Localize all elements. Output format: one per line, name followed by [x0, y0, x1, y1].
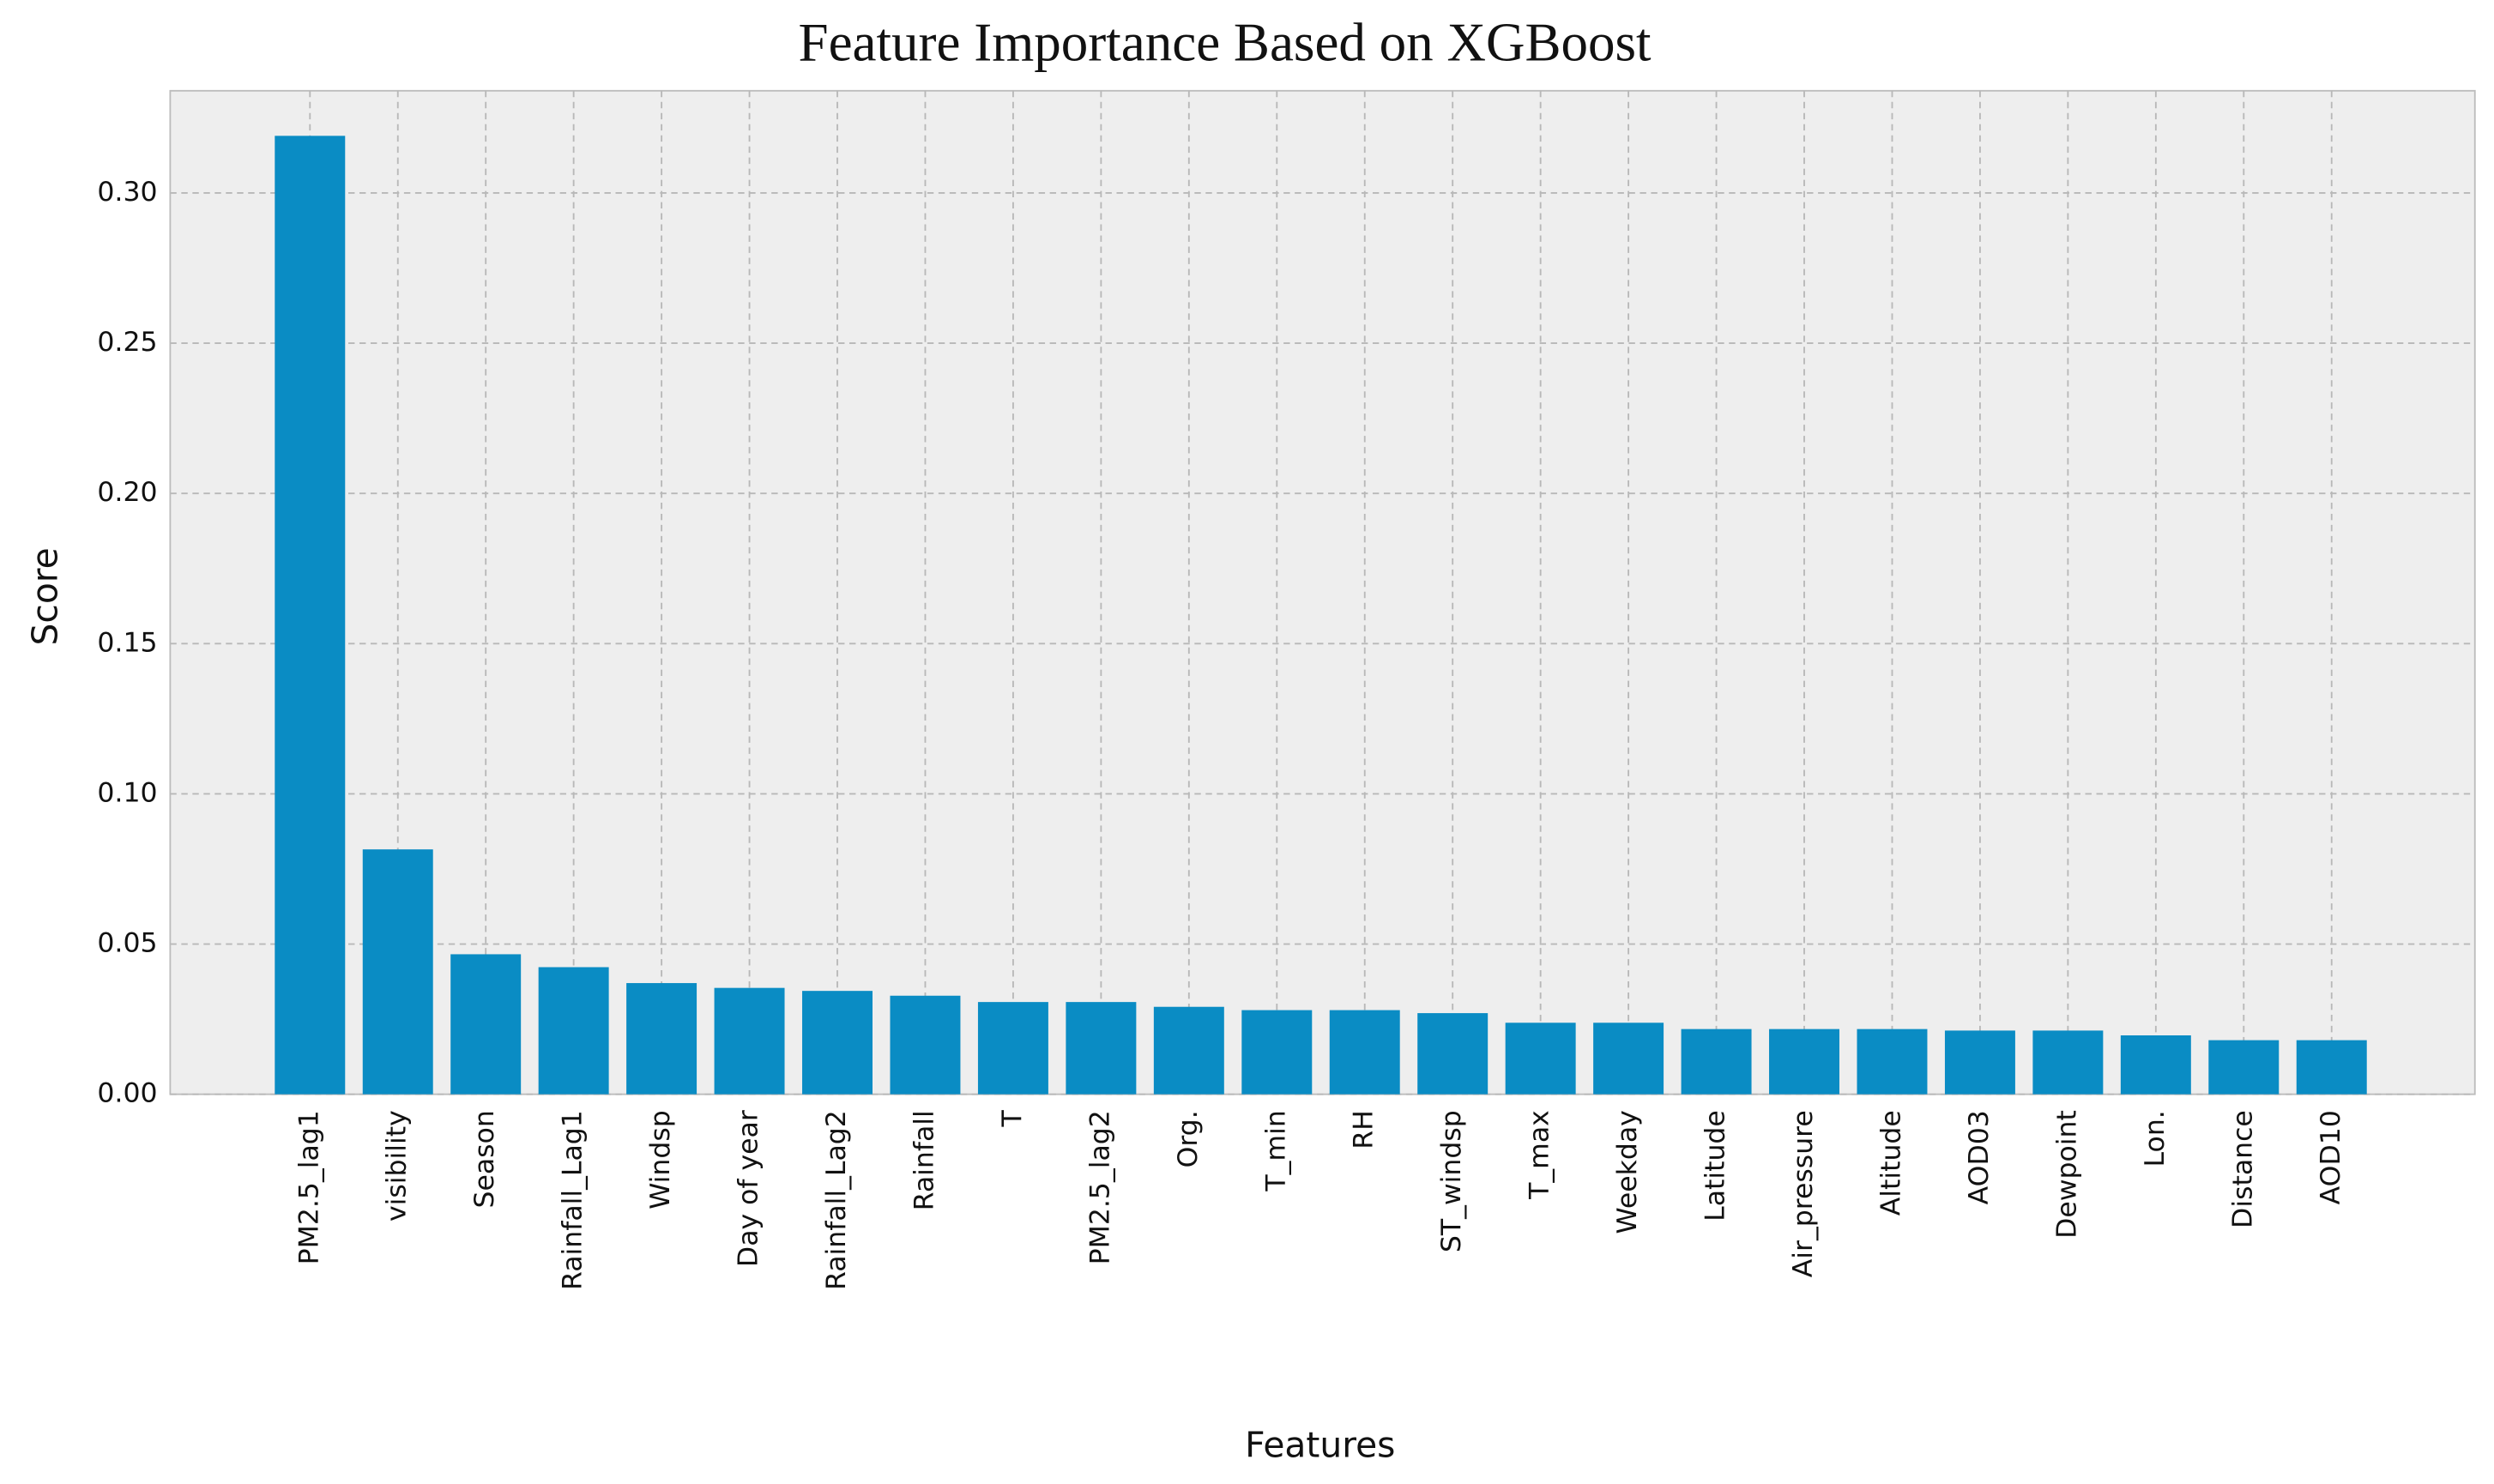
x-tick-label: RH [1349, 1110, 1380, 1149]
bar [1681, 1029, 1752, 1095]
bar [1241, 1010, 1313, 1095]
bar [977, 1002, 1048, 1095]
bar [714, 987, 785, 1095]
x-tick-label: Weekday [1612, 1110, 1643, 1234]
x-tick-label: Rainfall_Lag1 [558, 1110, 589, 1290]
bar [890, 995, 961, 1095]
bars [275, 136, 2367, 1095]
x-tick-label: T_max [1525, 1110, 1555, 1200]
x-tick-label: Org. [1173, 1110, 1204, 1167]
bar [1505, 1023, 1576, 1095]
bar [1417, 1013, 1489, 1095]
chart-title: Feature Importance Based on XGBoost [799, 13, 1652, 73]
x-tick-label: Lon. [2140, 1110, 2171, 1167]
y-tick-label: 0.00 [97, 1078, 157, 1109]
x-tick-label: Rainfall [909, 1110, 939, 1210]
bar [450, 954, 522, 1095]
x-tick-label: Altitude [1875, 1110, 1906, 1216]
bar [1329, 1010, 1400, 1095]
bar [275, 136, 346, 1095]
x-tick-label: Air_pressure [1788, 1110, 1819, 1277]
bar [1857, 1029, 1928, 1095]
x-tick-label: Distance [2227, 1110, 2258, 1228]
bar [2208, 1040, 2280, 1095]
bar [2296, 1040, 2367, 1095]
x-tick-label: PM2.5_lag1 [293, 1110, 324, 1264]
x-tick-label: Day of year [734, 1110, 764, 1267]
x-axis-label: Features [1245, 1424, 1395, 1465]
y-tick-label: 0.25 [97, 327, 157, 358]
x-tick-label: Dewpoint [2051, 1110, 2082, 1239]
x-tick-label: Season [469, 1110, 500, 1208]
y-tick-label: 0.20 [97, 477, 157, 508]
x-tick-label: Rainfall_Lag2 [821, 1110, 852, 1290]
x-tick-label: T [997, 1109, 1028, 1127]
bar [2120, 1035, 2191, 1095]
y-tick-label: 0.30 [97, 177, 157, 208]
plot-area [169, 89, 2476, 1095]
bar [1769, 1029, 1840, 1095]
x-tick-label: PM2.5_lag2 [1084, 1110, 1115, 1264]
x-tick-label: visibility [382, 1110, 413, 1222]
y-axis-label: Score [25, 547, 66, 645]
bar [362, 849, 433, 1095]
y-tick-label: 0.05 [97, 928, 157, 959]
x-tick-label: AOD10 [2316, 1110, 2346, 1204]
bar [538, 967, 609, 1095]
x-tick-label: ST_windsp [1436, 1110, 1467, 1252]
x-tick-label: Windsp [645, 1110, 676, 1210]
x-tick-label: AOD03 [1964, 1110, 1995, 1204]
labels: 0.00 0.05 0.10 0.15 0.20 0.25 0.30 PM2.5_lag1 vi… [97, 177, 2346, 1290]
y-tick-label: 0.15 [97, 627, 157, 658]
bar [1593, 1023, 1664, 1095]
bar [1066, 1002, 1137, 1095]
bar [1944, 1030, 2015, 1095]
y-tick-label: 0.10 [97, 777, 157, 808]
bar [1153, 1006, 1224, 1095]
bar [2032, 1030, 2104, 1095]
bar [626, 983, 697, 1095]
bar [802, 991, 873, 1095]
x-tick-label: Latitude [1700, 1110, 1731, 1222]
x-tick-label: T_min [1260, 1110, 1291, 1191]
